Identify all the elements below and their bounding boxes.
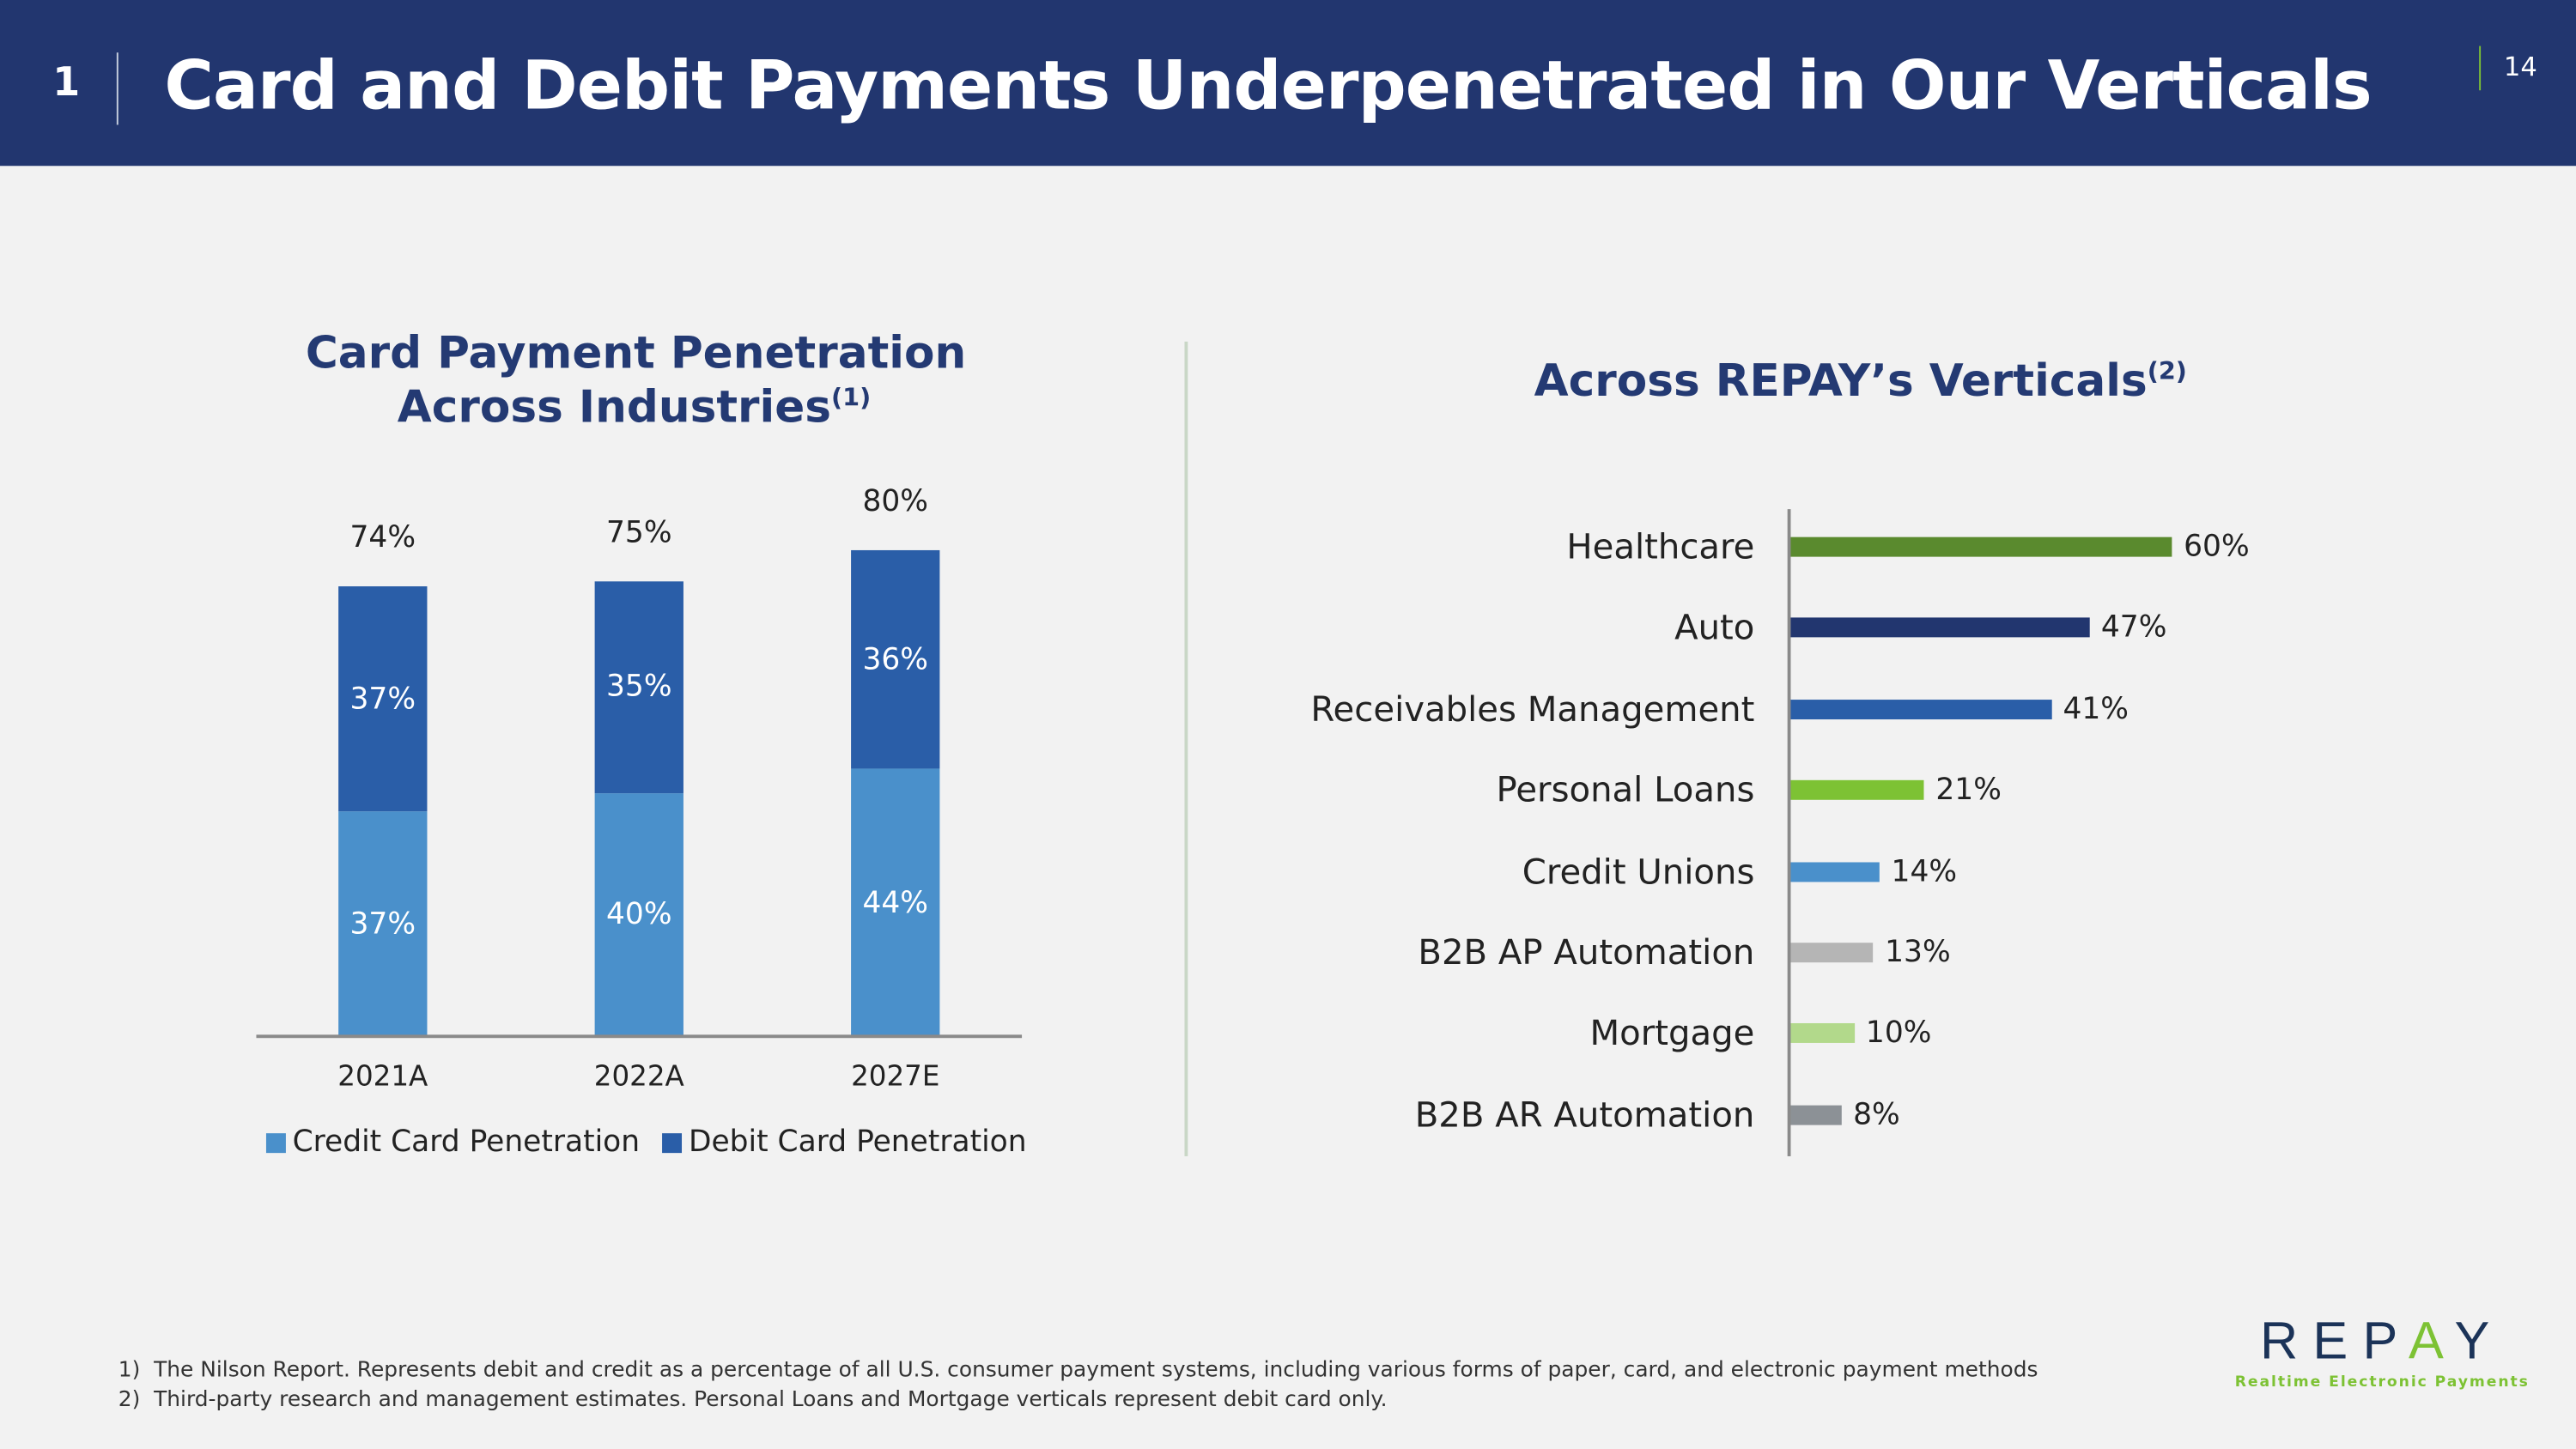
- footnote-2: 2) Third-party research and management e…: [118, 1388, 1388, 1413]
- bar-value-label: 60%: [2184, 530, 2250, 565]
- page-title: Card and Debit Payments Underpenetrated …: [164, 45, 2372, 125]
- category-label: Auto: [1674, 608, 1755, 648]
- x-tick-label: 2027E: [851, 1060, 940, 1094]
- category-label: B2B AR Automation: [1414, 1094, 1755, 1135]
- legend-debit: Debit Card Penetration: [662, 1125, 1027, 1160]
- footnote-1: 1) The Nilson Report. Represents debit a…: [118, 1358, 2038, 1383]
- bar: [1790, 780, 1924, 801]
- total-label: 75%: [605, 514, 672, 549]
- y-axis: [1787, 509, 1791, 1156]
- category-label: Credit Unions: [1522, 852, 1755, 892]
- header-divider: [116, 52, 118, 125]
- section-number: 1: [52, 58, 81, 106]
- bar: [1790, 943, 1874, 963]
- bar: [1790, 1023, 1855, 1044]
- footnote-num: 1): [118, 1358, 141, 1383]
- legend-swatch-credit: [265, 1133, 286, 1154]
- left-chart-title: Card Payment Penetration Across Industri…: [305, 328, 967, 434]
- footnote-ref: (2): [2147, 356, 2187, 386]
- category-label: B2B AP Automation: [1418, 932, 1755, 973]
- bar-value-label: 47%: [2100, 610, 2167, 646]
- vertical-divider: [1184, 341, 1188, 1156]
- header-bar: [0, 0, 2576, 167]
- x-axis: [256, 1034, 1023, 1039]
- logo-tagline: Realtime Electronic Payments: [2234, 1374, 2530, 1391]
- bar-value-label: 8%: [1853, 1097, 1900, 1132]
- page-number: 14: [2503, 51, 2537, 82]
- footnote-text: Third-party research and management esti…: [154, 1387, 1388, 1413]
- footnote-text: The Nilson Report. Represents debit and …: [154, 1358, 2038, 1383]
- repay-logo: REPAY Realtime Electronic Payments: [2234, 1310, 2530, 1391]
- category-label: Healthcare: [1566, 527, 1755, 567]
- category-label: Receivables Management: [1310, 689, 1755, 730]
- bar-value-label: 10%: [1865, 1016, 1932, 1052]
- x-tick-label: 2022A: [593, 1060, 684, 1094]
- bar-credit: [338, 811, 428, 1037]
- legend-label: Debit Card Penetration: [688, 1125, 1027, 1160]
- bar-value-label: 40%: [605, 897, 672, 932]
- bar-value-label: 35%: [605, 670, 672, 705]
- bar-credit: [594, 793, 683, 1037]
- bar: [1790, 1105, 1842, 1125]
- footnote-num: 2): [118, 1387, 141, 1413]
- bar-credit: [851, 768, 940, 1037]
- total-label: 74%: [349, 520, 416, 556]
- category-label: Personal Loans: [1496, 770, 1755, 810]
- bar-value-label: 14%: [1891, 854, 1958, 889]
- bar-value-label: 41%: [2063, 692, 2129, 727]
- bar-debit: [338, 586, 428, 812]
- right-chart-title: Across REPAY’s Verticals(2): [1479, 356, 2243, 407]
- bar-value-label: 37%: [349, 906, 416, 942]
- total-label: 80%: [862, 484, 929, 519]
- legend: Credit Card Penetration Debit Card Penet…: [265, 1125, 1027, 1160]
- bar: [1790, 618, 2090, 639]
- bar: [1790, 861, 1880, 882]
- bar-value-label: 44%: [862, 885, 929, 920]
- bar: [1790, 699, 2052, 719]
- bar-debit: [851, 549, 940, 769]
- legend-swatch-debit: [662, 1133, 683, 1154]
- bar-value-label: 13%: [1885, 935, 1951, 970]
- bar-value-label: 37%: [349, 682, 416, 717]
- left-chart-title-line2: Across Industries: [397, 382, 832, 434]
- footnote-ref: (1): [831, 382, 872, 413]
- bar-value-label: 36%: [862, 642, 929, 677]
- left-chart-title-line1: Card Payment Penetration: [305, 328, 967, 379]
- category-label: Mortgage: [1589, 1014, 1755, 1054]
- right-chart-title-text: Across REPAY’s Verticals: [1534, 356, 2148, 408]
- x-tick-label: 2021A: [337, 1060, 428, 1094]
- bar: [1790, 537, 2172, 557]
- legend-label: Credit Card Penetration: [292, 1125, 641, 1160]
- bar-value-label: 21%: [1935, 773, 2002, 808]
- card-penetration-chart: 37% 37% 74% 2021A 40% 35% 75% 2022A 44% 36% 80% 202…: [0, 0, 1186, 1449]
- bar-debit: [594, 580, 683, 794]
- legend-credit: Credit Card Penetration: [265, 1125, 641, 1160]
- page-number-divider: [2479, 45, 2482, 91]
